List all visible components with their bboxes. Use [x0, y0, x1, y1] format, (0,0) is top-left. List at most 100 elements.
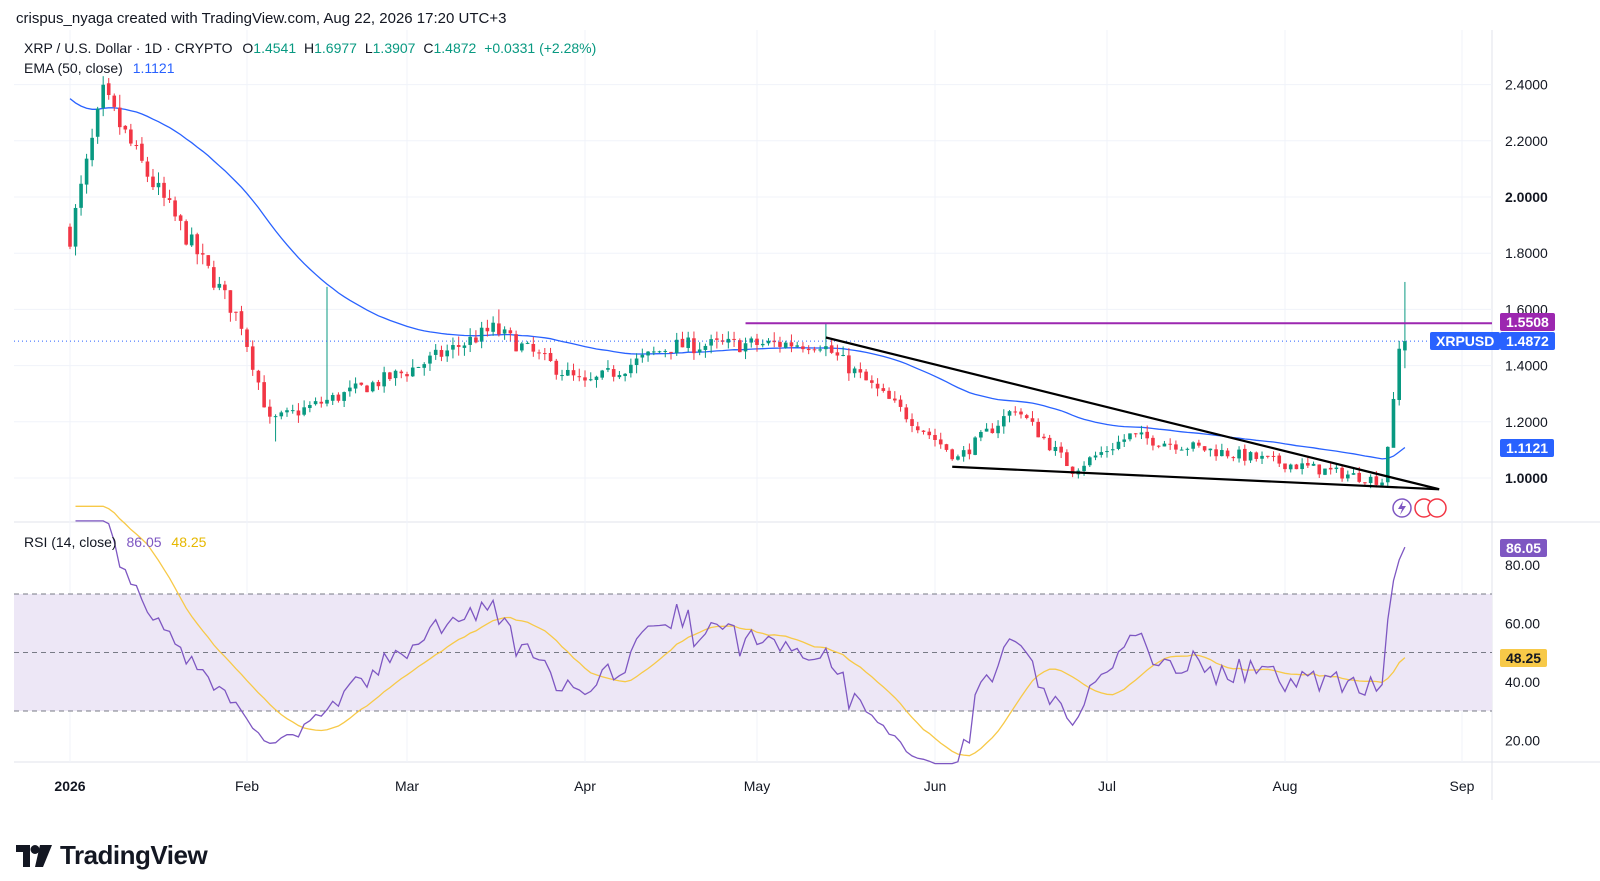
- candle-body: [600, 370, 604, 378]
- candle: [308, 401, 312, 413]
- candle: [1065, 449, 1069, 467]
- candle: [268, 399, 272, 424]
- candle: [405, 371, 409, 382]
- candle-body: [887, 390, 891, 399]
- candle-body: [783, 342, 788, 348]
- candle-body: [715, 338, 719, 340]
- candle: [806, 345, 811, 355]
- candle-body: [313, 401, 318, 405]
- rsi-y-tick-label: 20.00: [1505, 732, 1540, 748]
- candle-body: [778, 341, 782, 347]
- candle-body: [462, 345, 467, 348]
- candle-body: [560, 375, 564, 377]
- candle: [663, 349, 668, 358]
- candle-body: [140, 143, 144, 161]
- candle: [1110, 442, 1115, 456]
- candle: [206, 255, 211, 269]
- candle-body: [445, 350, 449, 357]
- candle-body: [766, 340, 771, 344]
- candle-body: [1243, 448, 1247, 461]
- candle-body: [359, 382, 364, 385]
- candle-body: [439, 350, 444, 357]
- candle-body: [223, 284, 227, 291]
- candle-body: [1340, 467, 1344, 479]
- candle: [755, 333, 759, 352]
- candle-body: [1288, 464, 1293, 470]
- candle-body: [302, 407, 306, 415]
- candle: [531, 336, 536, 357]
- candle-body: [1013, 411, 1018, 413]
- candle-body: [1036, 421, 1040, 438]
- candle-body: [1208, 448, 1213, 451]
- legend-h-value: 1.6977: [314, 40, 357, 56]
- candle-body: [234, 311, 238, 313]
- candle: [1151, 435, 1155, 451]
- candle: [543, 348, 547, 361]
- candle-body: [1082, 465, 1086, 472]
- tradingview-logo-icon: [16, 844, 52, 867]
- candle-body: [617, 375, 622, 378]
- candle: [388, 371, 392, 381]
- candle-body: [95, 108, 100, 137]
- candle: [468, 328, 472, 353]
- legend-change: +0.0331 (+2.28%): [484, 40, 597, 56]
- candle: [674, 332, 679, 356]
- candle-body: [640, 354, 645, 358]
- candle: [548, 347, 553, 362]
- candle-body: [938, 439, 943, 445]
- candle: [348, 380, 352, 397]
- candle: [1220, 443, 1224, 457]
- candle-body: [583, 377, 587, 381]
- candle: [382, 366, 386, 393]
- candle-body: [1214, 449, 1218, 457]
- candle: [870, 375, 874, 389]
- candle: [1105, 446, 1109, 458]
- candle-body: [491, 322, 495, 332]
- rsi-y-tick-label: 60.00: [1505, 615, 1540, 631]
- candle: [1191, 441, 1195, 452]
- candle: [508, 327, 513, 342]
- candle: [200, 243, 205, 265]
- candle: [1265, 455, 1270, 459]
- candle-body: [514, 334, 518, 352]
- candle-body: [173, 200, 177, 217]
- candle: [611, 365, 616, 382]
- candle-body: [1334, 467, 1339, 470]
- candle: [887, 387, 891, 400]
- candle: [956, 454, 960, 461]
- candle-body: [1151, 437, 1155, 446]
- ema-legend[interactable]: EMA (50, close) 1.1121: [24, 60, 175, 76]
- legend-symbol[interactable]: XRP / U.S. Dollar · 1D · CRYPTO: [24, 40, 233, 56]
- rsi-legend[interactable]: RSI (14, close) 86.05 48.25: [24, 534, 206, 550]
- candle: [629, 358, 633, 378]
- candle: [101, 76, 105, 117]
- candle-body: [1156, 445, 1161, 447]
- candle: [223, 280, 227, 300]
- rsi-line: [75, 520, 1406, 765]
- candle-body: [1277, 455, 1282, 464]
- candle-body: [189, 234, 194, 246]
- candle: [812, 346, 817, 353]
- y-tick-label: 1.4000: [1505, 358, 1548, 374]
- candle: [1328, 462, 1333, 475]
- candle-body: [319, 401, 324, 404]
- candle: [95, 106, 100, 144]
- candle: [359, 382, 364, 386]
- candle: [485, 319, 490, 337]
- candle-body: [755, 338, 759, 345]
- candle-body: [996, 425, 1000, 434]
- candle: [1248, 451, 1253, 463]
- candle-body: [195, 234, 200, 255]
- candle-body: [228, 290, 233, 313]
- candle: [330, 392, 335, 405]
- candle: [927, 428, 932, 440]
- candle-body: [525, 342, 530, 344]
- candle: [1053, 440, 1058, 456]
- tradingview-brand[interactable]: TradingView: [16, 840, 208, 871]
- candle-body: [881, 388, 886, 391]
- candle-body: [864, 371, 868, 381]
- candle-body: [1145, 431, 1149, 439]
- candle-body: [262, 382, 266, 408]
- candle: [1397, 340, 1401, 406]
